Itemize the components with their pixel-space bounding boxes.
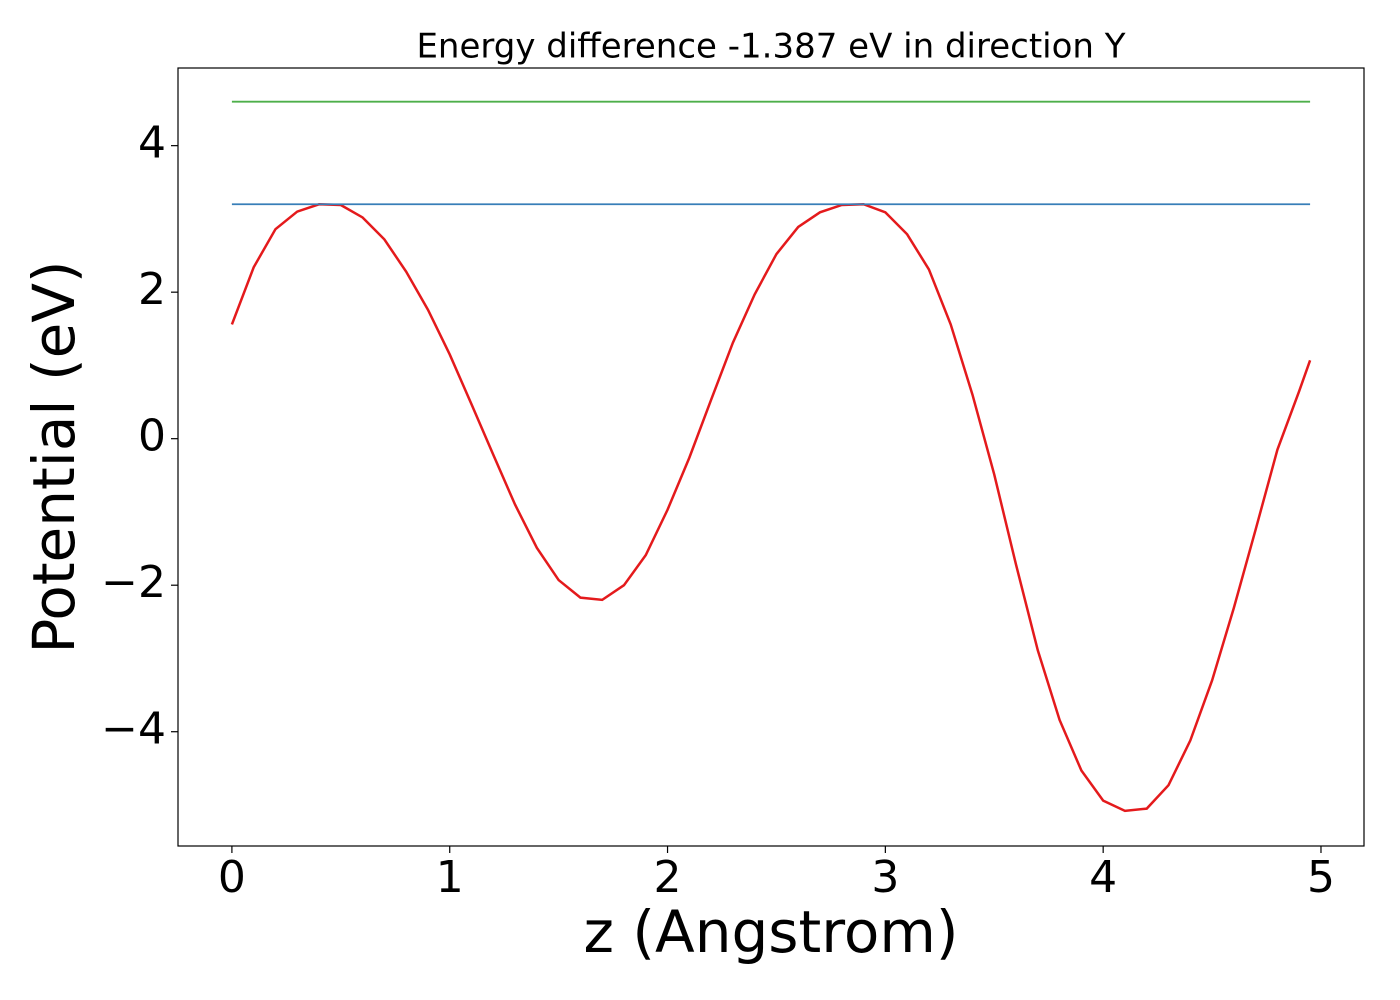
x-tick-label: 4 <box>1089 852 1117 903</box>
y-tick-label: −4 <box>101 704 166 755</box>
x-tick-label: 2 <box>654 852 682 903</box>
y-axis-label: Potential (eV) <box>20 260 88 653</box>
data-line <box>230 203 1312 813</box>
x-tick-label: 3 <box>871 852 899 903</box>
y-tick-label: 2 <box>138 264 166 315</box>
y-tick-label: 4 <box>138 118 166 169</box>
chart-title: Energy difference -1.387 eV in direction… <box>416 27 1125 67</box>
y-tick-label: −2 <box>101 557 166 608</box>
x-tick-label: 5 <box>1307 852 1335 903</box>
x-tick-label: 1 <box>436 852 464 903</box>
y-tick-label: 0 <box>138 411 166 462</box>
x-tick-label: 0 <box>218 852 246 903</box>
x-axis-label: z (Angstrom) <box>584 898 959 966</box>
plot-frame <box>177 67 1365 847</box>
